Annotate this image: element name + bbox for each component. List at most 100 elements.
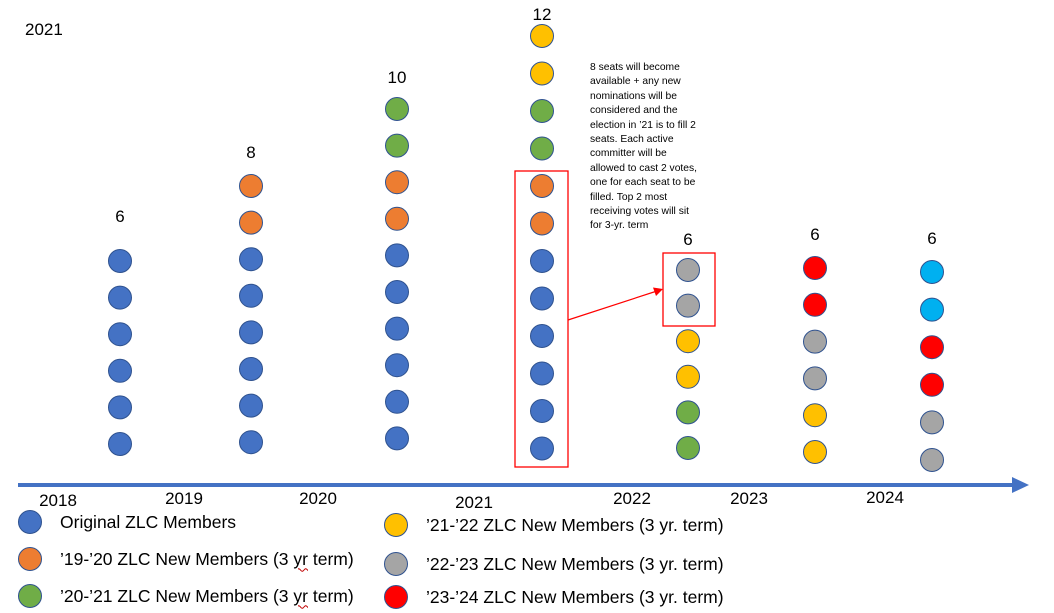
member-dot-original (530, 249, 554, 273)
member-dot-m23-24 (803, 292, 827, 317)
note-line: considered and the (590, 105, 678, 117)
member-dot-original (239, 283, 263, 308)
legend-swatch (18, 584, 42, 608)
member-dot-original (239, 247, 263, 272)
legend-item-m19-20: ’19-’20 ZLC New Members (3 yr term) (18, 544, 354, 574)
note-line: one for each seat to be (590, 177, 696, 189)
note-line: filled. Top 2 most (590, 191, 668, 203)
member-dot-original (108, 395, 132, 420)
legend-item-m20-21: ’20-’21 ZLC New Members (3 yr term) (18, 581, 354, 611)
legend-swatch (18, 547, 42, 571)
member-dot-original (108, 249, 132, 273)
timeline-arrowhead (1012, 477, 1029, 493)
highlight-box-2022 (662, 252, 716, 327)
transfer-arrowhead (653, 287, 663, 296)
note-line: allowed to cast 2 votes, (590, 162, 698, 174)
member-dot-m20-21 (530, 136, 554, 161)
highlight-box-2021 (514, 170, 569, 468)
member-dot-m22-23 (676, 258, 700, 282)
member-count-label: 10 (388, 68, 407, 87)
member-dot-m19-20 (385, 206, 409, 231)
year-label-2022: 2022 (613, 489, 651, 508)
member-dot-m24 (920, 260, 944, 284)
page-title: 2021 (25, 20, 63, 39)
year-label-2024: 2024 (866, 488, 904, 507)
legend-item-m22-23: ’22-’23 ZLC New Members (3 yr. term) (384, 549, 724, 579)
member-dot-original (530, 324, 554, 348)
legend-label: ’23-’24 ZLC New Members (3 yr. term) (426, 587, 724, 608)
legend-label-text: ’20-’21 ZLC New Members (3 (60, 585, 294, 606)
member-count-label: 12 (533, 5, 552, 24)
member-dot-m19-20 (530, 211, 554, 236)
member-dot-m23-24 (920, 372, 944, 397)
member-dot-m21-22 (530, 24, 554, 48)
member-count-label: 8 (246, 143, 255, 162)
note-line: for 3-yr. term (590, 220, 649, 232)
legend-item-m23-24: ’23-’24 ZLC New Members (3 yr. term) (384, 582, 724, 612)
note-line: seats. Each active (590, 134, 674, 146)
member-dot-m23-24 (920, 335, 944, 360)
legend-label-suffix: term) (307, 585, 354, 606)
member-dot-m23-24 (803, 256, 827, 280)
member-dot-m22-23 (803, 329, 827, 354)
year-label-2018: 2018 (39, 491, 77, 510)
member-count-label: 6 (115, 207, 124, 226)
note-line: nominations will be (590, 90, 677, 102)
legend-label: Original ZLC Members (60, 512, 236, 533)
member-dot-original (530, 399, 554, 423)
legend-label-text: ’23-’24 ZLC New Members (3 yr. term) (426, 586, 724, 607)
legend-label: ’20-’21 ZLC New Members (3 yr term) (60, 586, 354, 607)
member-dot-original (239, 393, 263, 418)
legend-label-text: Original ZLC Members (60, 511, 237, 532)
member-dot-m22-23 (920, 448, 944, 472)
member-dot-m22-23 (803, 366, 827, 391)
legend-swatch (18, 510, 42, 534)
member-dot-m22-23 (920, 410, 944, 435)
member-dot-m19-20 (239, 174, 263, 198)
note-line: available + any new (590, 76, 681, 88)
member-dot-original (239, 357, 263, 381)
member-dot-m21-22 (803, 440, 827, 464)
note-line: committer will be (590, 148, 667, 160)
member-count-label: 6 (810, 225, 819, 244)
legend-swatch (384, 585, 408, 609)
member-dot-original (385, 353, 409, 378)
member-dot-original (239, 320, 263, 345)
member-dot-original (108, 358, 132, 383)
legend-swatch (384, 552, 408, 576)
member-dot-m19-20 (385, 170, 409, 195)
member-dot-m19-20 (530, 174, 554, 198)
member-dot-m19-20 (239, 210, 263, 235)
member-dot-original (108, 322, 132, 347)
member-dot-m20-21 (530, 99, 554, 123)
member-dot-original (385, 243, 409, 268)
member-dot-original (385, 316, 409, 341)
transfer-arrow (567, 290, 658, 321)
legend-label-text: ’22-’23 ZLC New Members (3 yr. term) (426, 553, 724, 574)
member-count-label: 6 (683, 230, 692, 249)
member-count-label: 6 (927, 229, 936, 248)
legend-label: ’22-’23 ZLC New Members (3 yr. term) (426, 554, 724, 575)
legend-label-text: ’21-’22 ZLC New Members (3 yr. term) (426, 514, 724, 535)
member-dot-original (530, 436, 554, 461)
election-note: 8 seats will become available + any new no… (590, 61, 730, 234)
member-dot-original (385, 426, 409, 451)
legend-swatch (384, 513, 408, 537)
member-dot-original (385, 280, 409, 304)
legend-label-flagged-word: yr (293, 585, 308, 606)
year-label-2020: 2020 (299, 489, 337, 508)
legend-label: ’21-’22 ZLC New Members (3 yr. term) (426, 515, 724, 536)
member-dot-original (530, 361, 554, 386)
member-dot-m22-23 (676, 293, 700, 318)
year-label-2021: 2021 (455, 493, 493, 512)
member-dot-m20-21 (676, 400, 700, 425)
note-line: 8 seats will become (590, 62, 680, 73)
member-dot-original (239, 430, 263, 455)
member-dot-m21-22 (803, 403, 827, 428)
member-dot-original (108, 285, 132, 310)
legend-item-original: Original ZLC Members (18, 507, 236, 537)
member-dot-m21-22 (676, 329, 700, 354)
member-dot-m20-21 (676, 436, 700, 460)
